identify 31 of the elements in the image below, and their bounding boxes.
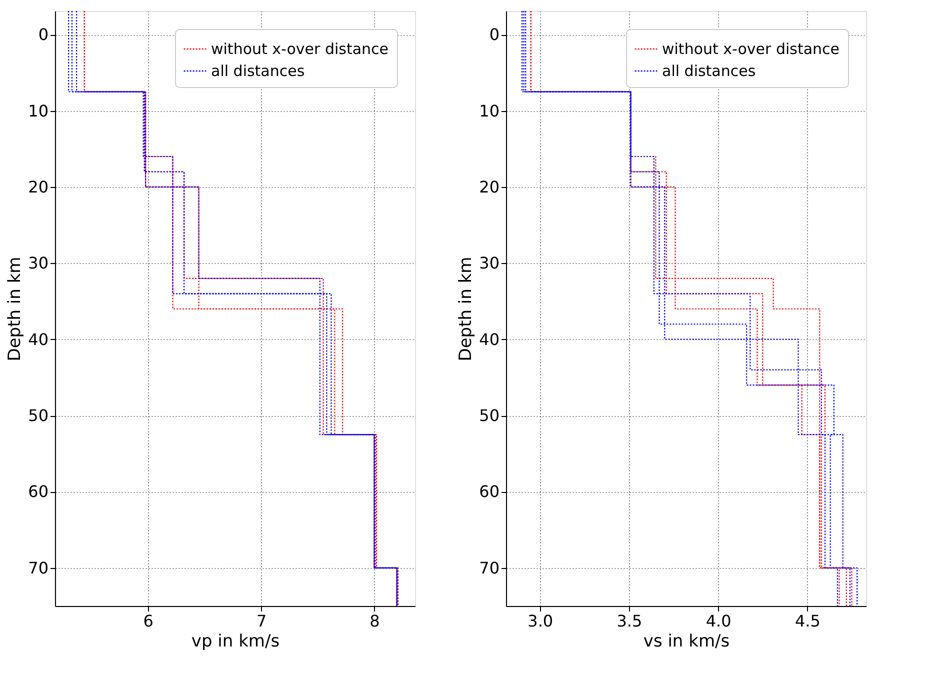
y-tick-label: 10 [479, 101, 500, 120]
y-tick-label: 10 [28, 101, 48, 120]
y-tick-label: 60 [28, 482, 48, 502]
y-tick-label: 20 [28, 177, 48, 196]
y-tick-label: 20 [479, 177, 500, 196]
y-axis-title: Depth in km [456, 256, 476, 362]
y-tick-label: 30 [28, 254, 48, 273]
legend-label: without x-over distance [662, 40, 840, 58]
x-tick-label: 3.5 [616, 612, 642, 630]
y-tick-label: 0 [38, 25, 48, 44]
legend-label: all distances [662, 62, 756, 80]
y-tick-label: 70 [479, 558, 500, 578]
y-tick-label: 50 [479, 406, 500, 426]
x-tick-label: 3.0 [528, 612, 554, 630]
y-tick-label: 40 [28, 330, 48, 349]
y-tick-label: 40 [479, 330, 500, 349]
legend-label: all distances [211, 62, 305, 80]
y-tick-label: 60 [479, 482, 500, 502]
x-axis-title: vs in km/s [643, 632, 730, 652]
y-tick-label: 0 [489, 25, 500, 44]
x-tick-label: 4.5 [794, 612, 820, 630]
y-axis-title: Depth in km [5, 256, 26, 362]
x-axis-title: vp in km/s [191, 632, 280, 652]
y-tick-label: 50 [28, 406, 48, 426]
y-tick-label: 70 [28, 558, 48, 578]
y-tick-label: 30 [479, 254, 500, 273]
x-tick-label: 6 [143, 612, 154, 630]
legend-label: without x-over distance [211, 40, 389, 58]
x-tick-label: 4.0 [706, 612, 732, 630]
x-tick-label: 8 [370, 612, 380, 630]
x-tick-label: 7 [256, 612, 267, 630]
